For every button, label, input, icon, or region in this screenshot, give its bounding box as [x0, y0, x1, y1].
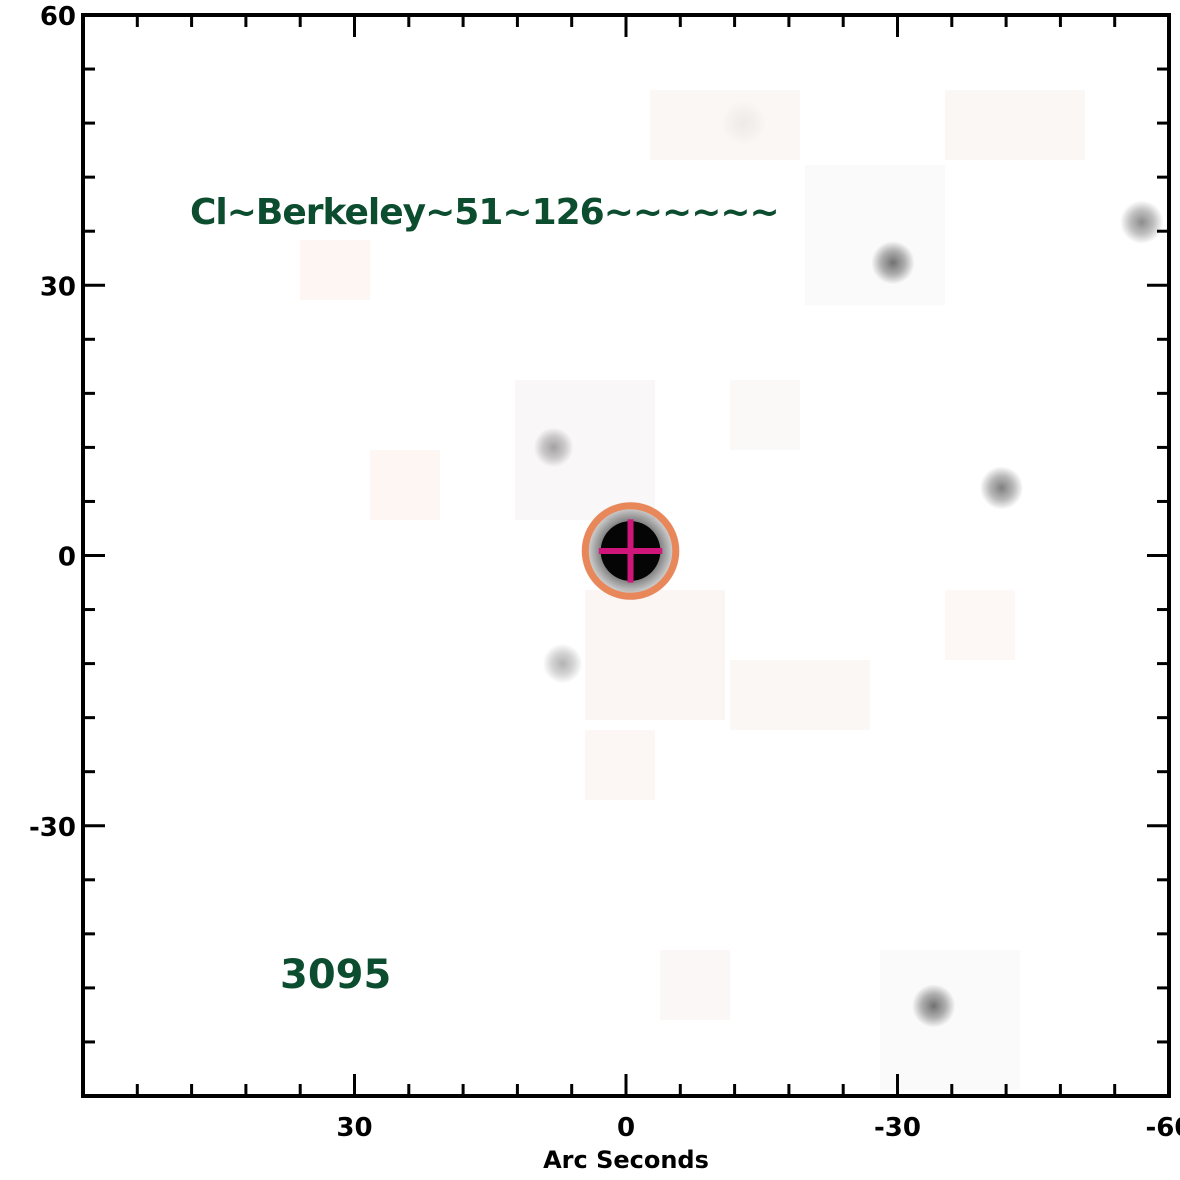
- y-tick-label: 0: [58, 543, 76, 573]
- source-id-label: 3095: [280, 952, 392, 998]
- background-tile: [370, 450, 440, 520]
- background-tile: [660, 950, 730, 1020]
- field-star: [979, 466, 1024, 510]
- field-star: [911, 984, 956, 1028]
- background-tile: [945, 590, 1015, 660]
- field-star: [533, 427, 574, 468]
- sky-image: [83, 15, 1169, 1096]
- background-tile: [585, 590, 725, 720]
- background-tile: [945, 90, 1085, 160]
- background-tile: [300, 240, 370, 300]
- background-tile: [730, 380, 800, 450]
- field-star: [542, 643, 583, 684]
- x-tick-label: 30: [336, 1113, 372, 1143]
- aperture-circle: [581, 502, 680, 600]
- background-tile: [805, 165, 945, 305]
- y-tick-label: 60: [40, 2, 76, 32]
- field-star: [721, 100, 767, 146]
- object-name-label: Cl~Berkeley~51~126~~~~~~: [190, 192, 780, 233]
- background-tile: [585, 730, 655, 800]
- field-star: [871, 241, 915, 285]
- x-tick-label: -30: [874, 1113, 921, 1143]
- x-tick-label: 0: [617, 1113, 635, 1143]
- y-tick-label: -30: [29, 813, 76, 843]
- field-star: [1120, 200, 1164, 244]
- background-tile: [730, 660, 870, 730]
- x-tick-label: -60: [1146, 1113, 1180, 1143]
- y-tick-label: 30: [40, 272, 76, 302]
- x-axis-title: Arc Seconds: [543, 1146, 709, 1174]
